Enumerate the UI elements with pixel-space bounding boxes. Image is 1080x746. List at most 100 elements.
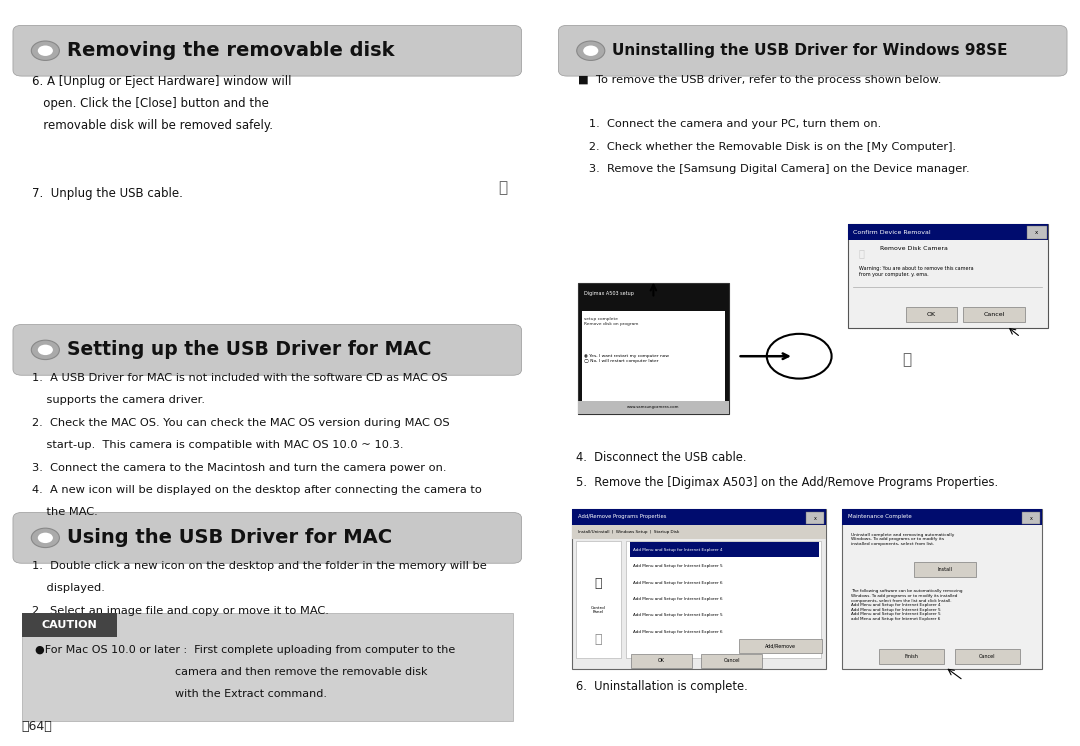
FancyBboxPatch shape [906, 307, 957, 322]
FancyBboxPatch shape [22, 613, 117, 637]
Text: x: x [1035, 231, 1039, 235]
FancyBboxPatch shape [963, 307, 1025, 322]
Circle shape [38, 533, 53, 543]
Text: with the Extract command.: with the Extract command. [35, 689, 326, 699]
FancyBboxPatch shape [576, 541, 621, 658]
Circle shape [31, 340, 59, 360]
Text: ⬛: ⬛ [859, 248, 864, 257]
Text: Install: Install [937, 567, 953, 571]
Text: Remove Disk Camera: Remove Disk Camera [880, 246, 948, 251]
FancyBboxPatch shape [914, 562, 976, 577]
Circle shape [583, 46, 598, 56]
FancyBboxPatch shape [578, 283, 729, 414]
Circle shape [31, 528, 59, 548]
Text: supports the camera driver.: supports the camera driver. [32, 395, 205, 405]
Text: 🖥: 🖥 [595, 577, 602, 590]
Text: Digimax A503 setup: Digimax A503 setup [584, 291, 634, 296]
Text: x: x [1029, 515, 1032, 521]
Text: 3.  Connect the camera to the Macintosh and turn the camera power on.: 3. Connect the camera to the Macintosh a… [32, 463, 447, 472]
FancyBboxPatch shape [582, 311, 725, 401]
Text: x: x [813, 515, 816, 521]
Text: 1.  A USB Driver for MAC is not included with the software CD as MAC OS: 1. A USB Driver for MAC is not included … [32, 373, 448, 383]
FancyBboxPatch shape [13, 513, 522, 563]
Text: Control
Panel: Control Panel [591, 606, 606, 615]
Text: 2.  Select an image file and copy or move it to MAC.: 2. Select an image file and copy or move… [32, 606, 329, 615]
FancyBboxPatch shape [572, 509, 826, 669]
Text: OK: OK [658, 659, 665, 663]
FancyBboxPatch shape [842, 509, 1042, 525]
Circle shape [38, 46, 53, 56]
Text: 〈64〉: 〈64〉 [22, 720, 52, 733]
Text: 1.  Double click a new icon on the desktop and the folder in the memory will be: 1. Double click a new icon on the deskto… [32, 561, 487, 571]
FancyBboxPatch shape [848, 224, 1048, 240]
Text: 7.  Unplug the USB cable.: 7. Unplug the USB cable. [32, 186, 184, 199]
FancyBboxPatch shape [22, 613, 513, 721]
Text: Add Menu and Setup for Internet Explorer 6: Add Menu and Setup for Internet Explorer… [633, 630, 723, 634]
FancyBboxPatch shape [806, 512, 824, 524]
Text: OK: OK [927, 312, 936, 316]
Text: removable disk will be removed safely.: removable disk will be removed safely. [32, 119, 273, 132]
Text: open. Click the [Close] button and the: open. Click the [Close] button and the [32, 97, 269, 110]
FancyBboxPatch shape [848, 224, 1048, 328]
Text: ●For Mac OS 10.0 or later :  First complete uploading from computer to the: ●For Mac OS 10.0 or later : First comple… [35, 645, 455, 654]
Text: Add/Remove Programs Properties: Add/Remove Programs Properties [578, 515, 666, 519]
Text: ■  To remove the USB driver, refer to the process shown below.: ■ To remove the USB driver, refer to the… [578, 75, 941, 84]
FancyBboxPatch shape [626, 541, 821, 658]
FancyBboxPatch shape [1027, 226, 1047, 239]
Text: CAUTION: CAUTION [41, 620, 97, 630]
Circle shape [577, 41, 605, 60]
FancyBboxPatch shape [572, 525, 826, 539]
Text: displayed.: displayed. [32, 583, 105, 593]
Text: Add Menu and Setup for Internet Explorer 6: Add Menu and Setup for Internet Explorer… [633, 597, 723, 601]
Text: 1.  Connect the camera and your PC, turn them on.: 1. Connect the camera and your PC, turn … [578, 119, 881, 129]
Text: camera and then remove the removable disk: camera and then remove the removable dis… [35, 667, 427, 677]
Text: 5.  Remove the [Digimax A503] on the Add/Remove Programs Properties.: 5. Remove the [Digimax A503] on the Add/… [576, 476, 998, 489]
FancyBboxPatch shape [13, 325, 522, 375]
FancyBboxPatch shape [739, 639, 822, 653]
Text: Warning: You are about to remove this camera
from your computer. y. ema.: Warning: You are about to remove this ca… [859, 266, 973, 277]
Text: Removing the removable disk: Removing the removable disk [67, 41, 394, 60]
Text: Confirm Device Removal: Confirm Device Removal [853, 230, 931, 234]
Text: The following software can be automatically removing
Windows. To add programs or: The following software can be automatica… [851, 589, 962, 621]
Text: 4.  Disconnect the USB cable.: 4. Disconnect the USB cable. [576, 451, 746, 464]
Text: setup complete
Remove disk on program: setup complete Remove disk on program [584, 317, 638, 326]
Text: 3.  Remove the [Samsung Digital Camera] on the Device manager.: 3. Remove the [Samsung Digital Camera] o… [578, 164, 970, 174]
Text: ◉ Yes, I want restart my computer now
◯ No, I will restart computer later: ◉ Yes, I want restart my computer now ◯ … [584, 354, 670, 363]
Text: Add/Remove: Add/Remove [765, 644, 796, 648]
FancyBboxPatch shape [578, 401, 729, 414]
FancyBboxPatch shape [879, 649, 944, 664]
Text: Cancel: Cancel [978, 654, 996, 659]
Circle shape [31, 41, 59, 60]
Circle shape [38, 345, 53, 355]
FancyBboxPatch shape [558, 25, 1067, 76]
Text: Uninstalling the USB Driver for Windows 98SE: Uninstalling the USB Driver for Windows … [612, 43, 1008, 58]
Text: Finish: Finish [905, 654, 918, 659]
Text: 6.  Uninstallation is complete.: 6. Uninstallation is complete. [576, 680, 747, 693]
Text: Cancel: Cancel [984, 312, 1004, 316]
FancyBboxPatch shape [842, 509, 1042, 669]
Text: ⎗: ⎗ [499, 181, 508, 195]
FancyBboxPatch shape [701, 654, 762, 668]
Text: the MAC.: the MAC. [32, 507, 98, 517]
Text: Setting up the USB Driver for MAC: Setting up the USB Driver for MAC [67, 340, 432, 360]
Text: ⎗: ⎗ [902, 352, 910, 368]
FancyBboxPatch shape [631, 654, 692, 668]
FancyBboxPatch shape [13, 25, 522, 76]
FancyBboxPatch shape [955, 649, 1020, 664]
Text: Add Menu and Setup for Internet Explorer 5: Add Menu and Setup for Internet Explorer… [633, 564, 723, 568]
Text: Install/Uninstall  |  Windows Setup  |  Startup Disk: Install/Uninstall | Windows Setup | Star… [578, 530, 679, 534]
Text: Uninstall complete and removing automatically
Windows. To add programs or to mod: Uninstall complete and removing automati… [851, 533, 955, 546]
Text: 6. A [Unplug or Eject Hardware] window will: 6. A [Unplug or Eject Hardware] window w… [32, 75, 292, 87]
Text: www.samsungcamera.com: www.samsungcamera.com [627, 405, 679, 410]
FancyBboxPatch shape [572, 509, 826, 525]
Text: start-up.  This camera is compatible with MAC OS 10.0 ~ 10.3.: start-up. This camera is compatible with… [32, 440, 404, 450]
Text: 2.  Check the MAC OS. You can check the MAC OS version during MAC OS: 2. Check the MAC OS. You can check the M… [32, 418, 450, 427]
Text: Add Menu and Setup for Internet Explorer 4: Add Menu and Setup for Internet Explorer… [633, 548, 723, 552]
Text: 4.  A new icon will be displayed on the desktop after connecting the camera to: 4. A new icon will be displayed on the d… [32, 485, 483, 495]
Text: Add Menu and Setup for Internet Explorer 6: Add Menu and Setup for Internet Explorer… [633, 580, 723, 585]
FancyBboxPatch shape [630, 542, 819, 557]
Text: Using the USB Driver for MAC: Using the USB Driver for MAC [67, 528, 392, 548]
Text: 💿: 💿 [595, 633, 602, 646]
Text: Maintenance Complete: Maintenance Complete [848, 515, 912, 519]
Text: Add Menu and Setup for Internet Explorer 5: Add Menu and Setup for Internet Explorer… [633, 613, 723, 618]
